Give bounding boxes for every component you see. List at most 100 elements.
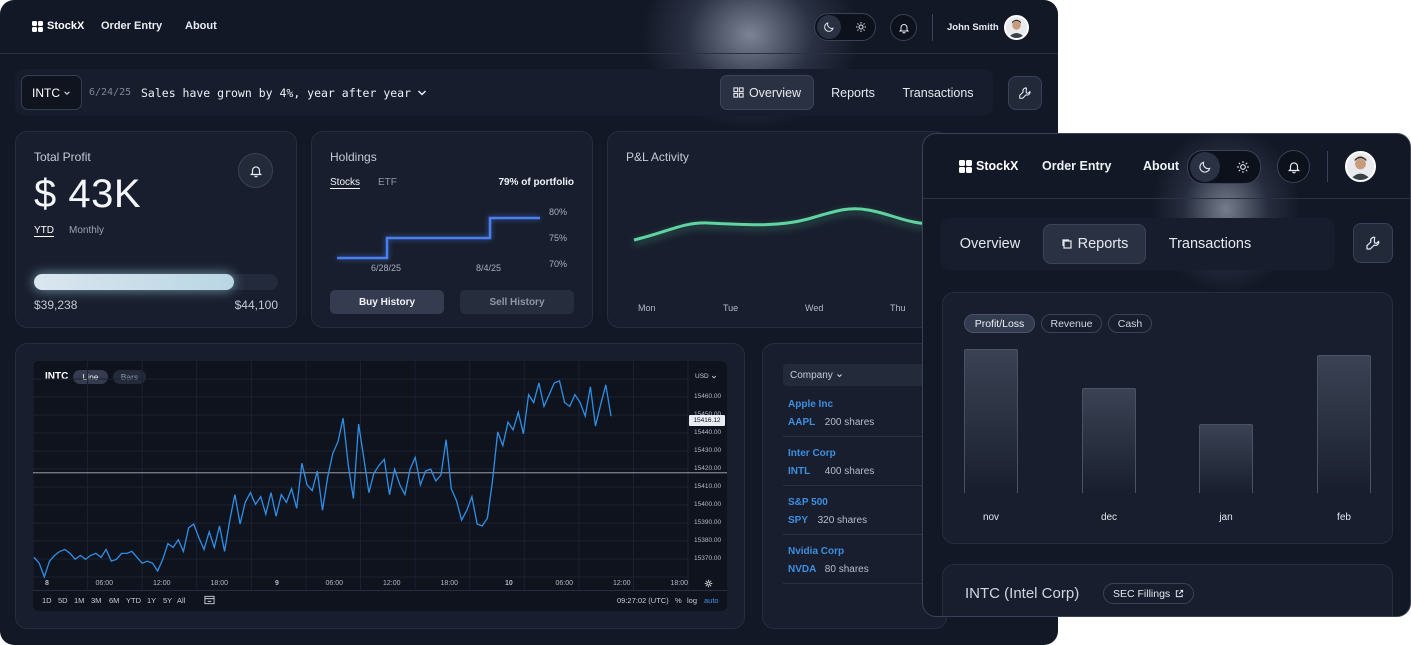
chip-revenue[interactable]: Revenue (1041, 314, 1102, 333)
moon-icon[interactable] (817, 15, 841, 39)
nav-about[interactable]: About (1143, 159, 1180, 173)
app-logo[interactable]: StockX (959, 159, 1018, 173)
notifications-button[interactable] (890, 14, 917, 41)
period-ytd[interactable]: YTD (34, 225, 54, 236)
moon-icon[interactable] (1190, 152, 1220, 182)
news-headline[interactable]: Sales have grown by 4%, year after year (141, 86, 427, 100)
buy-history-button[interactable]: Buy History (330, 290, 444, 314)
company-symbol[interactable]: NVDA (788, 564, 817, 575)
holdings-step-chart (337, 216, 540, 260)
tab-reports[interactable]: Reports (1043, 224, 1146, 264)
portfolio-percentage: 79% of portfolio (498, 177, 574, 188)
card-title: Total Profit (34, 150, 91, 164)
nav-about[interactable]: About (185, 20, 217, 32)
company-shares: 80 shares (824, 564, 869, 575)
price-axis-label: 15410.00 (694, 483, 722, 490)
alert-button[interactable] (238, 153, 273, 188)
notifications-button[interactable] (1277, 150, 1310, 183)
scale-log-button[interactable]: log (687, 596, 698, 605)
time-axis-label: 10 (505, 580, 513, 587)
bar-nov[interactable] (964, 349, 1018, 493)
avatar[interactable] (1345, 151, 1376, 182)
scale-percent-button[interactable]: % (675, 596, 682, 605)
ticker-select[interactable]: INTC (21, 75, 82, 110)
range-button-1m[interactable]: 1M (74, 596, 85, 605)
range-button-1d[interactable]: 1D (42, 596, 52, 605)
company-header-label: Company (790, 369, 833, 381)
settings-button[interactable] (1353, 223, 1393, 263)
total-profit-card: Total Profit $ 43K YTD Monthly $39,238 $… (15, 131, 297, 328)
price-axis-label: 15390.00 (694, 519, 722, 526)
chip-cash[interactable]: Cash (1108, 314, 1152, 333)
theme-toggle[interactable] (814, 13, 876, 41)
company-column-header[interactable]: Company (783, 364, 946, 386)
pl-activity-card: P&L Activity Mon Tue Wed Thu (607, 131, 947, 328)
tab-overview[interactable]: Overview (948, 226, 1032, 262)
price-chart[interactable]: INTC Line Bars USD 15460.00 15450.00 15440… (33, 361, 727, 611)
sun-icon[interactable] (1228, 152, 1258, 182)
range-button-5y[interactable]: 5Y (163, 596, 173, 605)
profit-value: $ 43K (34, 172, 142, 216)
range-button-1y[interactable]: 1Y (147, 596, 157, 605)
avatar[interactable] (1004, 15, 1029, 40)
app-name: StockX (47, 20, 85, 32)
chevron-down-icon (64, 90, 70, 95)
period-monthly[interactable]: Monthly (69, 225, 105, 236)
chart-settings-icon[interactable] (704, 579, 713, 588)
sec-filings-label: SEC Fillings (1113, 587, 1171, 600)
tab-transactions[interactable]: Transactions (1158, 226, 1262, 262)
company-name[interactable]: Inter Corp (788, 448, 836, 459)
range-button-all[interactable]: All (177, 596, 186, 605)
company-name[interactable]: Nvidia Corp (788, 546, 845, 557)
chip-profit-loss[interactable]: Profit/Loss (964, 314, 1035, 333)
company-name[interactable]: Apple Inc (788, 399, 834, 410)
bar-dec[interactable] (1082, 387, 1136, 493)
holdings-card: Holdings Stocks ETF 79% of portfolio 80%… (311, 131, 593, 328)
tab-reports-label: Reports (831, 85, 875, 100)
card-title: P&L Activity (626, 150, 689, 164)
sun-icon[interactable] (849, 15, 873, 39)
nav-order-entry[interactable]: Order Entry (101, 20, 163, 32)
currency-label: USD (695, 373, 709, 380)
time-axis-label: 8 (45, 580, 49, 587)
y-tick: 70% (549, 259, 568, 269)
user-name[interactable]: John Smith (947, 22, 999, 33)
company-symbol[interactable]: SPY (788, 515, 809, 526)
company-symbol[interactable]: AAPL (788, 417, 816, 428)
company-symbol[interactable]: INTL (788, 466, 811, 477)
company-name[interactable]: S&P 500 (788, 497, 828, 508)
bar-jan[interactable] (1199, 423, 1253, 493)
bar-label: dec (1100, 512, 1118, 523)
bar-feb[interactable] (1317, 354, 1371, 493)
range-button-6m[interactable]: 6M (109, 596, 120, 605)
x-tick: 8/4/25 (476, 263, 502, 273)
range-button-5d[interactable]: 5D (58, 596, 68, 605)
holdings-tab-etf[interactable]: ETF (378, 177, 397, 188)
mode-line-button[interactable]: Line (73, 370, 108, 384)
currency-select[interactable]: USD (695, 373, 717, 380)
mode-bars-button[interactable]: Bars (113, 370, 146, 384)
time-axis-label: 06:00 (325, 580, 344, 587)
tab-reports[interactable]: Reports (821, 75, 885, 110)
price-axis-label: 15430.00 (694, 447, 722, 454)
logo-icon (32, 20, 43, 32)
sec-filings-button[interactable]: SEC Fillings (1103, 583, 1195, 604)
scale-auto-button[interactable]: auto (704, 596, 719, 605)
nav-order-entry[interactable]: Order Entry (1042, 159, 1112, 173)
holdings-tab-stocks[interactable]: Stocks (330, 177, 361, 188)
row-divider (783, 436, 946, 437)
theme-toggle[interactable] (1187, 150, 1261, 184)
calendar-range-icon[interactable] (204, 595, 215, 605)
external-link-icon (1176, 589, 1184, 598)
settings-button[interactable] (1008, 76, 1042, 110)
app-logo[interactable]: StockX (32, 20, 84, 32)
range-button-ytd[interactable]: YTD (126, 596, 141, 605)
tab-overview[interactable]: Overview (720, 75, 814, 110)
range-button-3m[interactable]: 3M (91, 596, 102, 605)
sell-history-button[interactable]: Sell History (460, 290, 574, 314)
price-axis-label: 15450.00 (694, 411, 721, 418)
time-axis-label: 12:00 (613, 580, 631, 587)
tab-transactions[interactable]: Transactions (895, 75, 981, 110)
news-date: 6/24/25 (89, 87, 132, 98)
time-axis-label: 12:00 (153, 580, 171, 587)
